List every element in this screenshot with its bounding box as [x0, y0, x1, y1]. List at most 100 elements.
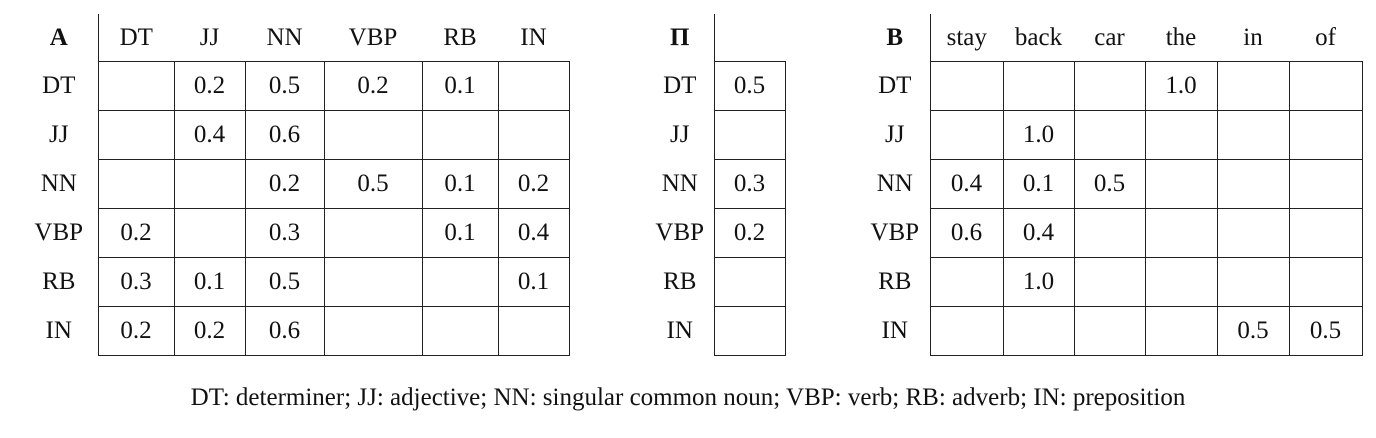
table-cell: 0.2 — [713, 208, 786, 258]
table-cell — [1073, 306, 1146, 356]
table-cell — [323, 306, 423, 356]
table-row: VBP 0.2 — [646, 208, 786, 258]
table-row: NN 0.3 — [646, 159, 786, 209]
table-cell: 0.2 — [244, 159, 325, 209]
table-cell: 0.4 — [1002, 208, 1075, 258]
row-label: DT — [860, 61, 931, 111]
matrix-pi-label: Π — [646, 14, 715, 62]
table-cell — [1144, 306, 1218, 356]
row-label: VBP — [20, 208, 99, 258]
row-label: DT — [20, 61, 99, 111]
table-cell — [1216, 110, 1290, 160]
table-cell — [929, 61, 1004, 111]
table-cell: 0.2 — [97, 306, 175, 356]
col-header: RB — [443, 23, 477, 51]
table-cell: 0.2 — [173, 306, 246, 356]
table-cell: 0.3 — [97, 257, 175, 307]
row-label: RB — [646, 257, 715, 307]
table-cell: 0.1 — [421, 61, 499, 111]
table-cell — [323, 208, 423, 258]
table-row: IN 0.2 0.2 0.6 — [20, 306, 570, 356]
table-cell: 0.2 — [173, 61, 246, 111]
row-label: RB — [20, 257, 99, 307]
col-header: the — [1165, 23, 1197, 51]
table-cell — [713, 110, 786, 160]
table-row: VBP 0.2 0.3 0.1 0.4 — [20, 208, 570, 258]
table-cell: 0.2 — [97, 208, 175, 258]
transition-matrix-a: A DT JJ NN VBP RB IN DT 0.2 0.5 0.2 0.1 … — [20, 14, 570, 356]
table-cell: 0.5 — [244, 61, 325, 111]
table-cell — [1216, 61, 1290, 111]
row-label: IN — [20, 306, 99, 356]
table-cell — [1144, 257, 1218, 307]
table-cell — [713, 306, 786, 356]
table-cell: 0.6 — [244, 306, 325, 356]
table-cell: 0.5 — [1216, 306, 1290, 356]
col-header: JJ — [199, 23, 220, 51]
table-cell — [929, 110, 1004, 160]
table-cell — [1002, 61, 1075, 111]
table-cell — [97, 159, 175, 209]
row-label: VBP — [646, 208, 715, 258]
table-cell — [1073, 208, 1146, 258]
table-cell — [323, 257, 423, 307]
table-cell — [1144, 208, 1218, 258]
table-cell: 0.4 — [173, 110, 246, 160]
table-cell: 1.0 — [1002, 257, 1075, 307]
table-row: DT 0.5 — [646, 61, 786, 111]
legend-caption: DT: determiner; JJ: adjective; NN: singu… — [190, 384, 1186, 411]
table-cell — [97, 61, 175, 111]
table-cell — [929, 257, 1004, 307]
header-row: B stay back car the in of — [860, 14, 1362, 62]
table-row: NN 0.4 0.1 0.5 — [860, 159, 1363, 209]
table-row: JJ 0.4 0.6 — [20, 110, 570, 160]
table-cell: 0.1 — [421, 208, 499, 258]
row-label: NN — [860, 159, 931, 209]
table-cell: 0.2 — [323, 61, 423, 111]
table-cell — [1144, 110, 1218, 160]
col-header — [714, 14, 785, 62]
table-cell: 1.0 — [1144, 61, 1218, 111]
table-cell — [497, 110, 570, 160]
table-cell — [1144, 159, 1218, 209]
table-cell — [1002, 306, 1075, 356]
table-row: RB — [646, 257, 786, 307]
col-header: stay — [946, 23, 987, 51]
table-cell — [497, 306, 570, 356]
row-label: NN — [646, 159, 715, 209]
table-row: IN 0.5 0.5 — [860, 306, 1363, 356]
row-label: IN — [860, 306, 931, 356]
row-label: JJ — [646, 110, 715, 160]
table-cell: 0.3 — [713, 159, 786, 209]
table-cell: 0.6 — [244, 110, 325, 160]
col-header: NN — [266, 23, 303, 51]
table-cell — [1288, 110, 1363, 160]
table-cell — [323, 110, 423, 160]
initial-distribution-pi: Π DT 0.5 JJ NN 0.3 VBP 0.2 RB IN — [646, 14, 786, 356]
table-cell — [1073, 61, 1146, 111]
row-label: JJ — [20, 110, 99, 160]
table-row: VBP 0.6 0.4 — [860, 208, 1363, 258]
table-cell — [1288, 61, 1363, 111]
table-cell: 0.1 — [173, 257, 246, 307]
table-cell — [1073, 110, 1146, 160]
table-row: NN 0.2 0.5 0.1 0.2 — [20, 159, 570, 209]
table-cell — [1288, 208, 1363, 258]
table-cell — [713, 257, 786, 307]
table-row: IN — [646, 306, 786, 356]
table-cell: 0.4 — [497, 208, 570, 258]
table-cell: 1.0 — [1002, 110, 1075, 160]
table-row: RB 0.3 0.1 0.5 0.1 — [20, 257, 570, 307]
row-label: IN — [646, 306, 715, 356]
row-label: VBP — [860, 208, 931, 258]
table-row: JJ — [646, 110, 786, 160]
col-header: in — [1243, 23, 1263, 51]
table-cell — [1216, 159, 1290, 209]
table-cell — [97, 110, 175, 160]
table-cell: 0.4 — [929, 159, 1004, 209]
row-label: DT — [646, 61, 715, 111]
table-cell — [929, 306, 1004, 356]
header-row: A DT JJ NN VBP RB IN — [20, 14, 569, 62]
table-cell: 0.1 — [1002, 159, 1075, 209]
col-header: car — [1094, 23, 1125, 51]
